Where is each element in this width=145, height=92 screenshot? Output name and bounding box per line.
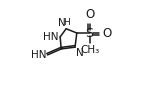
Text: HN: HN <box>43 32 59 42</box>
Text: S: S <box>86 26 94 39</box>
Text: N: N <box>76 48 84 58</box>
Text: N: N <box>58 18 65 28</box>
Text: H: H <box>63 18 70 27</box>
Text: HN: HN <box>31 50 47 60</box>
Text: CH₃: CH₃ <box>80 45 99 55</box>
Text: O: O <box>103 26 112 39</box>
Text: O: O <box>85 8 94 21</box>
